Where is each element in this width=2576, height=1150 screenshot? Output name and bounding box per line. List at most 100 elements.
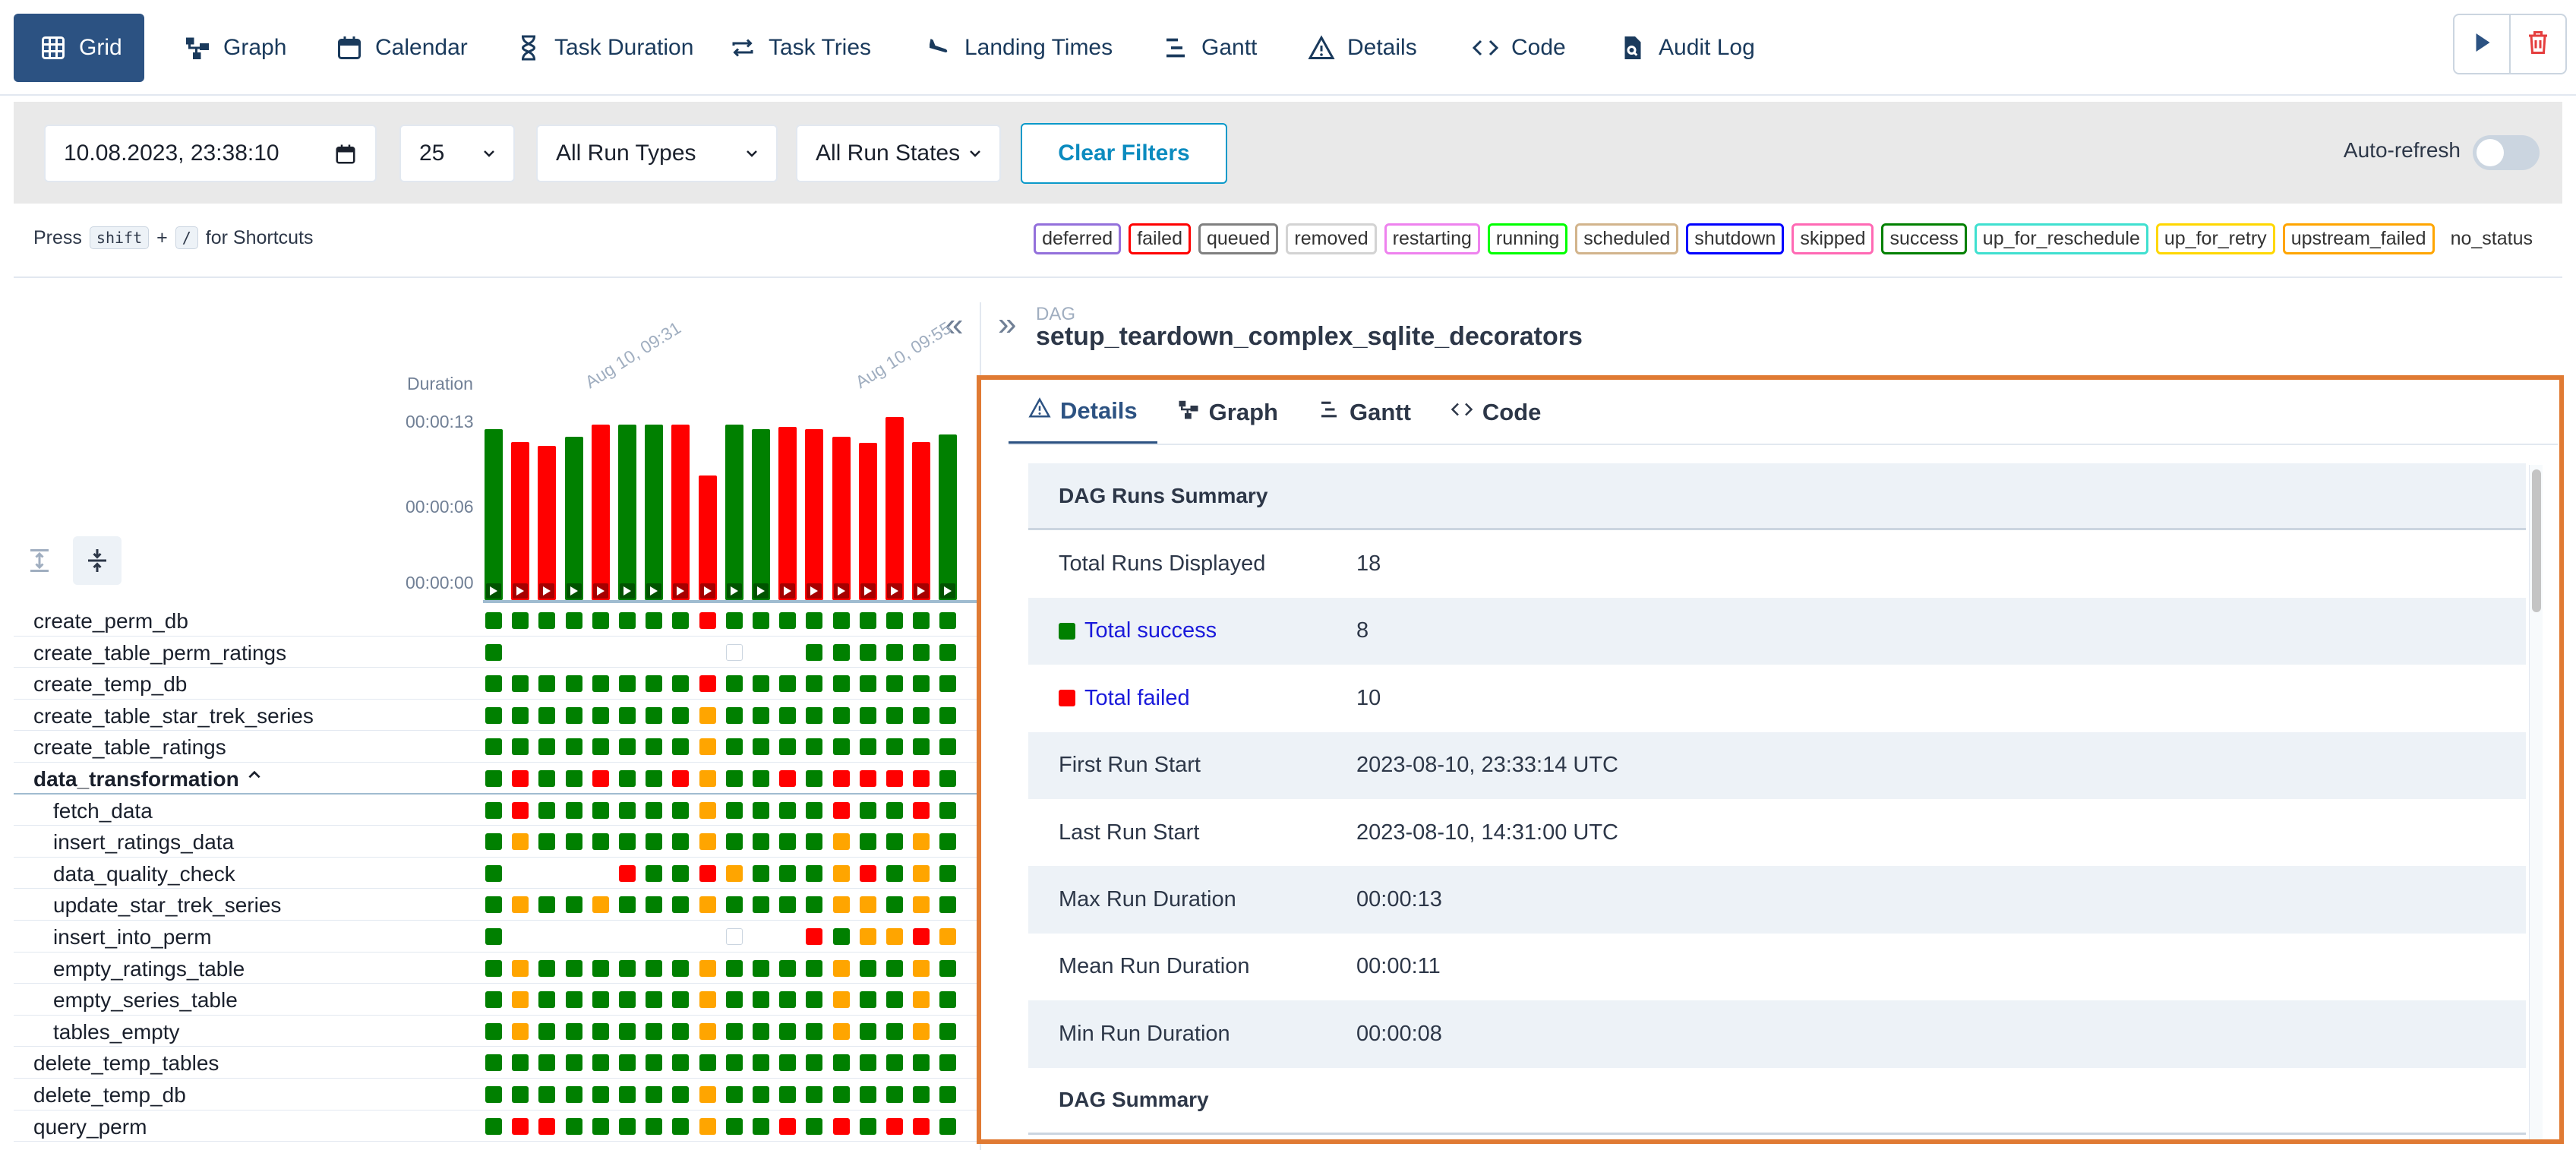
task-instance-cell[interactable] [806, 643, 823, 661]
task-instance-cell[interactable] [859, 769, 876, 787]
task-instance-cell[interactable] [779, 833, 797, 851]
task-instance-cell[interactable] [779, 675, 797, 693]
run-duration-bar[interactable] [564, 437, 583, 600]
task-instance-cell[interactable] [592, 1054, 609, 1072]
task-instance-cell[interactable] [832, 1054, 850, 1072]
task-instance-cell[interactable] [939, 927, 957, 945]
task-row[interactable]: insert_ratings_data [14, 826, 978, 858]
task-instance-cell[interactable] [939, 675, 957, 693]
task-row[interactable]: tables_empty [14, 1016, 978, 1047]
task-instance-cell[interactable] [646, 675, 663, 693]
task-name[interactable]: fetch_data [53, 798, 153, 823]
task-instance-cell[interactable] [565, 801, 582, 819]
task-instance-cell[interactable] [859, 927, 876, 945]
task-instance-cell[interactable] [832, 1022, 850, 1040]
task-instance-cell[interactable] [725, 1117, 743, 1135]
task-instance-cell[interactable] [672, 612, 690, 629]
task-instance-cell[interactable] [913, 769, 930, 787]
task-instance-cell[interactable] [565, 769, 582, 787]
run-duration-bar[interactable] [778, 427, 797, 600]
task-instance-cell[interactable] [859, 643, 876, 661]
task-instance-cell[interactable] [565, 612, 582, 629]
task-instance-cell[interactable] [779, 801, 797, 819]
run-duration-bar[interactable] [724, 424, 743, 600]
task-instance-cell[interactable] [753, 706, 769, 724]
chevron-up-icon[interactable] [246, 764, 263, 788]
run-duration-bar[interactable] [939, 434, 958, 600]
task-instance-cell[interactable] [886, 927, 903, 945]
task-instance-cell[interactable] [512, 959, 529, 977]
task-instance-cell[interactable] [806, 1117, 823, 1135]
task-instance-cell[interactable] [913, 612, 930, 629]
task-instance-cell[interactable] [806, 612, 823, 629]
task-instance-cell[interactable] [619, 1117, 636, 1135]
task-instance-cell[interactable] [913, 1085, 930, 1103]
legend-shutdown[interactable]: shutdown [1686, 223, 1785, 254]
task-instance-cell[interactable] [592, 896, 609, 914]
task-name[interactable]: update_star_trek_series [53, 893, 282, 918]
task-instance-cell[interactable] [565, 675, 582, 693]
task-instance-cell[interactable] [592, 675, 609, 693]
task-instance-cell[interactable] [699, 833, 716, 851]
task-instance-cell[interactable] [725, 927, 743, 945]
task-instance-cell[interactable] [886, 738, 903, 756]
task-name[interactable]: create_table_ratings [33, 735, 226, 760]
task-instance-cell[interactable] [672, 896, 690, 914]
task-instance-cell[interactable] [913, 1117, 930, 1135]
tab-landing-times[interactable]: Landing Times [899, 14, 1121, 82]
legend-skipped[interactable]: skipped [1792, 223, 1874, 254]
task-instance-cell[interactable] [886, 675, 903, 693]
tab-grid[interactable]: Grid [14, 14, 144, 82]
task-instance-cell[interactable] [939, 991, 957, 1009]
legend-queued[interactable]: queued [1198, 223, 1279, 254]
task-instance-cell[interactable] [646, 801, 663, 819]
task-instance-cell[interactable] [832, 896, 850, 914]
task-instance-cell[interactable] [512, 738, 529, 756]
task-instance-cell[interactable] [832, 801, 850, 819]
task-instance-cell[interactable] [592, 833, 609, 851]
task-instance-cell[interactable] [485, 1085, 502, 1103]
task-instance-cell[interactable] [699, 991, 716, 1009]
task-instance-cell[interactable] [619, 991, 636, 1009]
task-instance-cell[interactable] [619, 738, 636, 756]
task-instance-cell[interactable] [592, 738, 609, 756]
task-instance-cell[interactable] [672, 675, 690, 693]
run-duration-bar[interactable] [511, 441, 530, 600]
run-duration-bar[interactable] [671, 424, 690, 600]
task-instance-cell[interactable] [646, 833, 663, 851]
tab-details[interactable]: Details [1282, 14, 1431, 82]
task-row[interactable]: insert_into_perm [14, 921, 978, 953]
task-instance-cell[interactable] [913, 738, 930, 756]
task-instance-cell[interactable] [672, 706, 690, 724]
task-instance-cell[interactable] [886, 1022, 903, 1040]
task-instance-cell[interactable] [565, 1022, 582, 1040]
task-instance-cell[interactable] [565, 833, 582, 851]
task-instance-cell[interactable] [725, 612, 743, 629]
task-instance-cell[interactable] [859, 1054, 876, 1072]
task-row[interactable]: fetch_data [14, 795, 978, 826]
task-instance-cell[interactable] [832, 1085, 850, 1103]
task-instance-cell[interactable] [779, 769, 797, 787]
task-instance-cell[interactable] [646, 612, 663, 629]
task-instance-cell[interactable] [779, 1085, 797, 1103]
task-instance-cell[interactable] [725, 643, 743, 661]
task-instance-cell[interactable] [485, 833, 502, 851]
task-instance-cell[interactable] [512, 833, 529, 851]
task-instance-cell[interactable] [913, 896, 930, 914]
task-instance-cell[interactable] [699, 1117, 716, 1135]
task-instance-cell[interactable] [753, 991, 769, 1009]
task-instance-cell[interactable] [672, 1085, 690, 1103]
scrollbar[interactable] [2529, 465, 2543, 1139]
collapse-all-button[interactable] [73, 536, 122, 585]
task-name[interactable]: insert_into_perm [53, 924, 212, 949]
task-instance-cell[interactable] [779, 959, 797, 977]
task-name[interactable]: insert_ratings_data [53, 830, 235, 855]
task-instance-cell[interactable] [859, 738, 876, 756]
task-instance-cell[interactable] [913, 959, 930, 977]
task-instance-cell[interactable] [753, 1054, 769, 1072]
task-instance-cell[interactable] [699, 959, 716, 977]
task-row[interactable]: create_table_ratings [14, 731, 978, 763]
legend-success[interactable]: success [1881, 223, 1967, 254]
trigger-dag-button[interactable] [2454, 15, 2509, 73]
task-instance-cell[interactable] [699, 675, 716, 693]
